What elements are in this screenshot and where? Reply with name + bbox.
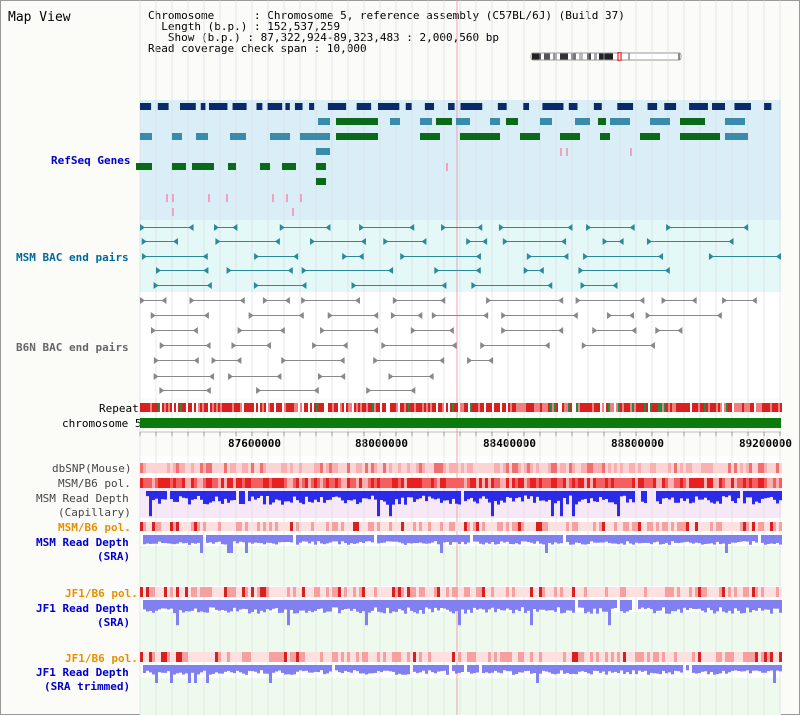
track-label-msm-depth-cap-1[interactable]: MSM Read Depth (36, 492, 129, 505)
track-label-jf1-b6-pol-1[interactable]: JF1/B6 pol. (65, 587, 138, 600)
info-length-value: 152,537,259 (267, 20, 341, 33)
track-label-refseq-genes[interactable]: RefSeq Genes (51, 154, 131, 167)
track-label-msm-b6-pol-2[interactable]: MSM/B6 pol. (58, 521, 131, 534)
track-label-msm-depth-sra-2: (SRA) (97, 550, 131, 563)
chromosome-info: Chromosome : Chromosome 5, reference ass… (148, 9, 625, 55)
track-label-msm-depth-sra-1[interactable]: MSM Read Depth (36, 536, 129, 549)
chromosome-ideogram[interactable] (530, 52, 682, 61)
track-label-jf1-depth-trim-2: (SRA trimmed) (44, 680, 131, 693)
track-label-b6n-bac[interactable]: B6N BAC end pairs (16, 341, 129, 354)
track-label-jf1-depth-2: (SRA) (97, 616, 131, 629)
info-show-value: 87,322,924-89,323,483 : 2,000,560 bp (260, 31, 500, 44)
track-label-dbsnp[interactable]: dbSNP(Mouse) (52, 462, 132, 475)
axis-tick-label: 87600000 (228, 437, 281, 450)
page-title: Map View (8, 10, 71, 25)
info-length-key: Length (b.p.) (161, 20, 248, 33)
info-coverage-key: Read coverage check span (148, 42, 307, 55)
track-label-msm-b6-pol-1[interactable]: MSM/B6 pol. (58, 477, 131, 490)
info-coverage-value: 10,000 (326, 42, 367, 55)
track-label-jf1-depth-1[interactable]: JF1 Read Depth (36, 602, 129, 615)
axis-tick-label: 88800000 (611, 437, 664, 450)
track-label-repeat[interactable]: Repeat (99, 402, 139, 415)
axis-tick-label: 88000000 (355, 437, 408, 450)
axis-tick-label: 89200000 (739, 437, 792, 450)
axis-tick-label: 88400000 (483, 437, 536, 450)
info-chromosome-key: Chromosome (148, 9, 215, 22)
info-show-key: Show (b.p.) (167, 31, 241, 44)
info-chromosome-value: Chromosome 5, reference assembly (C57BL/… (267, 9, 625, 22)
track-label-msm-depth-cap-2: (Capillary) (58, 506, 131, 519)
track-label-msm-bac[interactable]: MSM BAC end pairs (16, 251, 129, 264)
track-label-jf1-b6-pol-2[interactable]: JF1/B6 pol. (65, 652, 138, 665)
track-label-jf1-depth-trim-1[interactable]: JF1 Read Depth (36, 666, 129, 679)
track-label-chromosome[interactable]: chromosome 5 (62, 417, 142, 430)
